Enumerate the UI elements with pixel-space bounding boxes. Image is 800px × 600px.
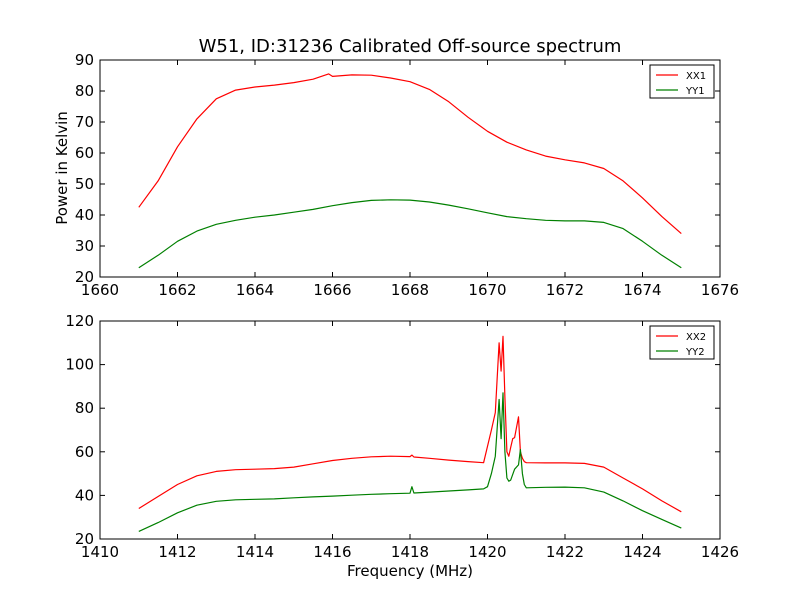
top-legend-label-xx1: XX1 — [686, 71, 706, 82]
top-y-tick-label: 80 — [75, 82, 94, 100]
top-x-tick-label: 1670 — [468, 281, 506, 299]
top-y-tick-label: 30 — [75, 237, 94, 255]
bottom-legend-label-xx2: XX2 — [686, 332, 706, 343]
top-x-tick-label: 1664 — [236, 281, 274, 299]
bottom-x-tick-label: 1412 — [158, 543, 196, 561]
top-x-tick-label: 1660 — [81, 281, 119, 299]
top-y-tick-label: 90 — [75, 51, 94, 69]
top-plot-ticks: 1660 1662 1664 1666 1668 1670 1672 1674 1676 20 30… — [75, 51, 739, 299]
top-y-axis-label: Power in Kelvin — [53, 111, 71, 225]
top-y-tick-label: 70 — [75, 113, 94, 131]
bottom-plot-area — [100, 321, 720, 539]
top-series-line-xx1 — [138, 73, 682, 235]
bottom-x-tick-label: 1422 — [546, 543, 584, 561]
top-x-tick-label: 1666 — [313, 281, 351, 299]
top-y-tick-label: 60 — [75, 144, 94, 162]
bottom-y-tick-label: 80 — [75, 399, 94, 417]
chart-title: W51, ID:31236 Calibrated Off-source spec… — [199, 36, 622, 57]
top-x-tick-label: 1676 — [701, 281, 739, 299]
top-plot: 1660 1662 1664 1666 1668 1670 1672 1674 1676 20 30… — [53, 51, 739, 299]
bottom-plot-series — [138, 335, 682, 532]
top-x-tick-label: 1672 — [546, 281, 584, 299]
bottom-y-tick-label: 120 — [65, 312, 94, 330]
top-x-tick-label: 1662 — [158, 281, 196, 299]
bottom-plot: 1410 1412 1414 1416 1418 1420 1422 1424 1426 20 40… — [65, 312, 739, 580]
top-series-line-yy1 — [138, 199, 682, 269]
bottom-x-tick-label: 1410 — [81, 543, 119, 561]
top-x-tick-label: 1668 — [391, 281, 429, 299]
bottom-series-line-yy2 — [138, 392, 682, 532]
top-y-tick-label: 20 — [75, 268, 94, 286]
bottom-x-axis-label: Frequency (MHz) — [347, 562, 473, 580]
bottom-legend-label-yy2: YY2 — [685, 347, 705, 358]
bottom-x-tick-label: 1426 — [701, 543, 739, 561]
bottom-x-tick-label: 1424 — [623, 543, 661, 561]
bottom-y-tick-label: 40 — [75, 486, 94, 504]
top-plot-area — [100, 60, 720, 277]
bottom-legend-box — [649, 325, 715, 360]
bottom-y-tick-label: 60 — [75, 443, 94, 461]
top-y-tick-label: 40 — [75, 206, 94, 224]
bottom-x-tick-label: 1414 — [236, 543, 274, 561]
bottom-x-tick-label: 1416 — [313, 543, 351, 561]
top-legend-box — [649, 64, 715, 99]
bottom-y-tick-label: 100 — [65, 356, 94, 374]
top-legend-label-yy1: YY1 — [685, 86, 705, 97]
top-plot-series — [138, 73, 682, 269]
bottom-series-line-xx2 — [138, 335, 682, 513]
bottom-x-tick-label: 1420 — [468, 543, 506, 561]
bottom-x-tick-label: 1418 — [391, 543, 429, 561]
bottom-y-tick-label: 20 — [75, 530, 94, 548]
top-y-tick-label: 50 — [75, 175, 94, 193]
top-x-tick-label: 1674 — [623, 281, 661, 299]
bottom-plot-ticks: 1410 1412 1414 1416 1418 1420 1422 1424 1426 20 40… — [65, 312, 739, 561]
